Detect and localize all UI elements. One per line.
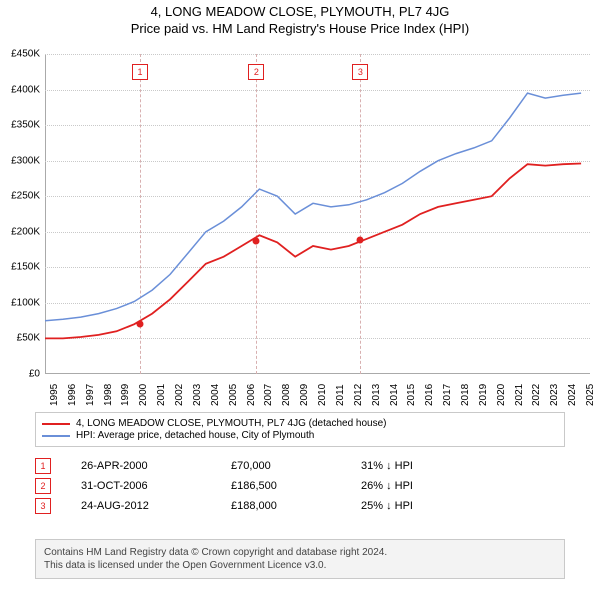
- x-axis-label: 2013: [371, 384, 382, 406]
- sale-callout: 3: [352, 64, 368, 80]
- x-axis-label: 2003: [192, 384, 203, 406]
- x-axis-label: 2022: [531, 384, 542, 406]
- x-axis-label: 2017: [442, 384, 453, 406]
- legend-text: 4, LONG MEADOW CLOSE, PLYMOUTH, PL7 4JG …: [76, 418, 386, 429]
- sale-row-price: £188,000: [231, 500, 331, 512]
- x-axis-label: 2006: [246, 384, 257, 406]
- legend-swatch: [42, 423, 70, 425]
- y-axis-label: £0: [0, 369, 40, 380]
- x-axis-label: 2010: [317, 384, 328, 406]
- x-axis-label: 2025: [585, 384, 596, 406]
- x-axis-label: 2002: [174, 384, 185, 406]
- sale-row: 1 26-APR-2000 £70,000 31% ↓ HPI: [35, 458, 565, 474]
- footer-line-1: Contains HM Land Registry data © Crown c…: [44, 546, 556, 559]
- x-axis-label: 2001: [156, 384, 167, 406]
- footer-line-2: This data is licensed under the Open Gov…: [44, 559, 556, 572]
- chart-container: 4, LONG MEADOW CLOSE, PLYMOUTH, PL7 4JG …: [0, 4, 600, 594]
- y-axis-label: £50K: [0, 333, 40, 344]
- legend-row: 4, LONG MEADOW CLOSE, PLYMOUTH, PL7 4JG …: [42, 418, 558, 429]
- y-axis-label: £350K: [0, 120, 40, 131]
- sale-marker: [357, 237, 364, 244]
- x-axis-label: 2000: [138, 384, 149, 406]
- sale-row: 2 31-OCT-2006 £186,500 26% ↓ HPI: [35, 478, 565, 494]
- x-axis-label: 2023: [549, 384, 560, 406]
- legend-swatch: [42, 435, 70, 437]
- x-axis-label: 2005: [228, 384, 239, 406]
- x-axis-label: 2011: [335, 384, 346, 406]
- series-line: [45, 164, 581, 339]
- x-axis-label: 2018: [460, 384, 471, 406]
- sale-row-date: 24-AUG-2012: [81, 500, 201, 512]
- y-axis-label: £450K: [0, 49, 40, 60]
- y-axis-label: £100K: [0, 297, 40, 308]
- x-axis-label: 1997: [85, 384, 96, 406]
- sale-row-num: 3: [35, 498, 51, 514]
- x-axis-label: 1996: [67, 384, 78, 406]
- sale-callout: 1: [132, 64, 148, 80]
- sale-row-pct: 26% ↓ HPI: [361, 480, 481, 492]
- x-axis-label: 1995: [49, 384, 60, 406]
- footer-licence: Contains HM Land Registry data © Crown c…: [35, 539, 565, 579]
- sale-row-num: 2: [35, 478, 51, 494]
- sale-row-date: 26-APR-2000: [81, 460, 201, 472]
- chart-plot-area: £0£50K£100K£150K£200K£250K£300K£350K£400…: [45, 54, 590, 374]
- sale-row-num: 1: [35, 458, 51, 474]
- x-axis-label: 2008: [281, 384, 292, 406]
- x-axis-label: 2012: [353, 384, 364, 406]
- x-axis-label: 2016: [424, 384, 435, 406]
- sale-marker: [253, 238, 260, 245]
- sale-row-pct: 25% ↓ HPI: [361, 500, 481, 512]
- x-axis-label: 2021: [514, 384, 525, 406]
- sale-row-price: £70,000: [231, 460, 331, 472]
- x-axis-label: 2007: [263, 384, 274, 406]
- chart-title-address: 4, LONG MEADOW CLOSE, PLYMOUTH, PL7 4JG: [0, 4, 600, 19]
- legend-text: HPI: Average price, detached house, City…: [76, 430, 314, 441]
- x-axis-label: 1999: [120, 384, 131, 406]
- sale-marker: [137, 321, 144, 328]
- sale-row-price: £186,500: [231, 480, 331, 492]
- y-axis-label: £250K: [0, 191, 40, 202]
- x-axis-label: 2019: [478, 384, 489, 406]
- x-axis-label: 2015: [406, 384, 417, 406]
- sale-callout: 2: [248, 64, 264, 80]
- y-axis-label: £200K: [0, 226, 40, 237]
- sales-table: 1 26-APR-2000 £70,000 31% ↓ HPI 2 31-OCT-2006…: [35, 454, 565, 518]
- x-axis-label: 2004: [210, 384, 221, 406]
- x-axis-label: 2020: [496, 384, 507, 406]
- sale-row-pct: 31% ↓ HPI: [361, 460, 481, 472]
- legend-row: HPI: Average price, detached house, City…: [42, 430, 558, 441]
- sale-row: 3 24-AUG-2012 £188,000 25% ↓ HPI: [35, 498, 565, 514]
- x-axis-label: 2009: [299, 384, 310, 406]
- chart-lines: [45, 54, 590, 374]
- x-axis-label: 2014: [389, 384, 400, 406]
- x-axis-label: 1998: [103, 384, 114, 406]
- y-axis-label: £150K: [0, 262, 40, 273]
- sale-row-date: 31-OCT-2006: [81, 480, 201, 492]
- x-axis-label: 2024: [567, 384, 578, 406]
- series-line: [45, 93, 581, 321]
- chart-subtitle: Price paid vs. HM Land Registry's House …: [0, 21, 600, 36]
- y-axis-label: £300K: [0, 155, 40, 166]
- legend: 4, LONG MEADOW CLOSE, PLYMOUTH, PL7 4JG …: [35, 412, 565, 447]
- y-axis-label: £400K: [0, 84, 40, 95]
